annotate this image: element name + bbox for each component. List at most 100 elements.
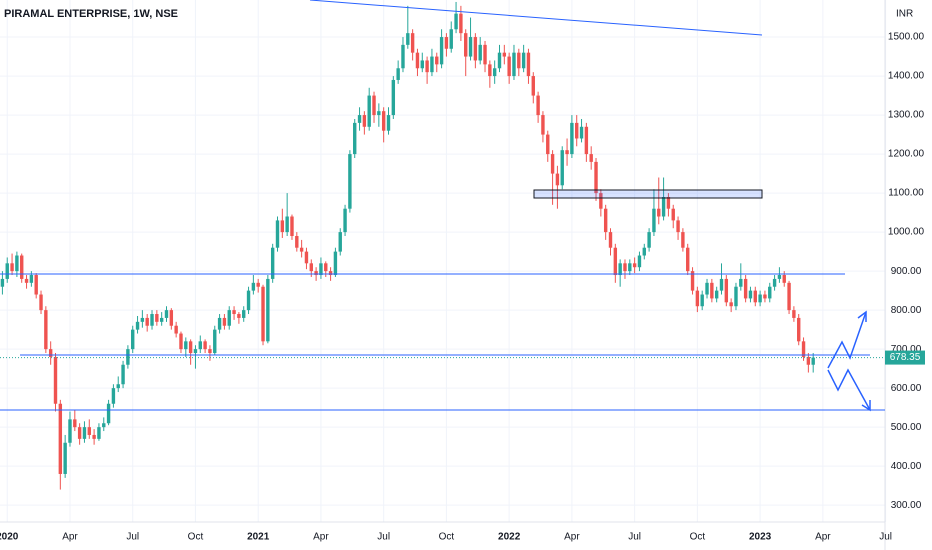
candle-body [603,208,608,233]
last-price-label: 678.35 [890,352,921,363]
candle-body [492,68,497,77]
candle-body [565,150,569,155]
y-tick-label: 1100.00 [888,188,924,199]
candle-body [261,286,265,342]
candle-body [232,310,236,315]
candle-body [174,325,178,334]
candle-body [111,388,116,404]
candle-body [613,247,618,276]
y-tick-label: 600.00 [891,383,922,394]
candle-body [82,427,87,439]
candle-body [526,52,531,77]
candle-body [34,275,38,295]
candle-body [381,111,386,131]
x-tick-label: Oct [439,532,455,543]
candle-body [478,44,482,61]
candle-body [695,290,700,307]
arrow-head [857,310,867,322]
candle-body [10,263,14,272]
candle-body [0,278,5,287]
candle-body [714,290,719,299]
candle-body [314,271,318,276]
candle-body [608,232,613,248]
candle-body [700,294,704,307]
y-tick-label: 700.00 [891,344,922,355]
arrow-head [861,400,871,412]
candle-body [275,220,280,248]
x-tick-label: 2022 [498,532,521,543]
candle-body [521,52,526,69]
candle-body [362,115,367,127]
candle-body [97,427,101,439]
candle-body [541,115,545,135]
y-tick-label: 500.00 [891,422,922,433]
candle-body [386,115,391,131]
x-tick-label: 2023 [749,532,772,543]
y-tick-label: 1500.00 [888,32,925,43]
grid [0,0,887,522]
candle-body [473,37,478,61]
candle-body [497,52,502,69]
candle-body [121,364,125,385]
candle-body [594,161,598,194]
candle-body [406,33,410,45]
candle-body [666,196,671,209]
candles [0,1,885,490]
candle-body [729,302,733,307]
candle-body [58,403,63,474]
candle-body [169,310,174,326]
candle-body [560,150,564,186]
candle-body [285,216,289,233]
candle-body [705,282,709,295]
y-tick-label: 1200.00 [888,149,925,160]
candle-body [309,263,313,272]
candle-body [391,79,396,116]
candle-body [290,216,294,237]
candle-body [439,37,444,65]
candle-body [743,278,748,299]
candle-body [575,122,579,139]
candle-body [739,278,743,287]
x-tick-label: Jul [126,532,139,543]
candle-body [637,255,642,268]
candle-body [599,193,603,209]
candle-body [488,64,492,77]
candle-body [459,13,463,34]
candle-body [270,247,275,279]
candle-body [589,154,593,162]
candle-body [748,290,753,299]
candle-body [435,56,439,65]
axis-labels: 300.00 400.00 500.00 600.00 700.00 800.00 900.… [0,32,925,543]
candle-body [353,122,357,155]
candle-body [734,286,738,307]
candle-body [579,126,584,139]
x-tick-label: Apr [815,532,831,543]
candle-body [299,247,304,252]
candle-body [251,282,256,291]
x-tick-label: Oct [690,532,706,543]
candle-body [145,317,149,326]
candle-body [517,52,521,69]
candle-body [618,263,622,276]
candle-body [777,275,782,279]
candle-body [237,314,241,318]
candle-body [377,111,381,116]
candle-body [811,357,815,365]
candle-body [126,349,130,365]
candle-body [242,310,246,318]
x-tick-label: Jul [377,532,390,543]
candle-body [632,263,637,268]
candle-body [256,282,260,287]
x-tick-label: Apr [564,532,580,543]
candle-body [401,44,405,69]
candle-body [787,282,791,311]
candle-body [106,403,111,424]
candle-body [208,349,212,354]
candle-body [227,310,231,326]
candle-body [555,173,560,186]
candle-body [198,341,202,350]
candle-body [184,341,188,350]
candle-body [328,271,333,276]
candle-body [217,317,222,330]
